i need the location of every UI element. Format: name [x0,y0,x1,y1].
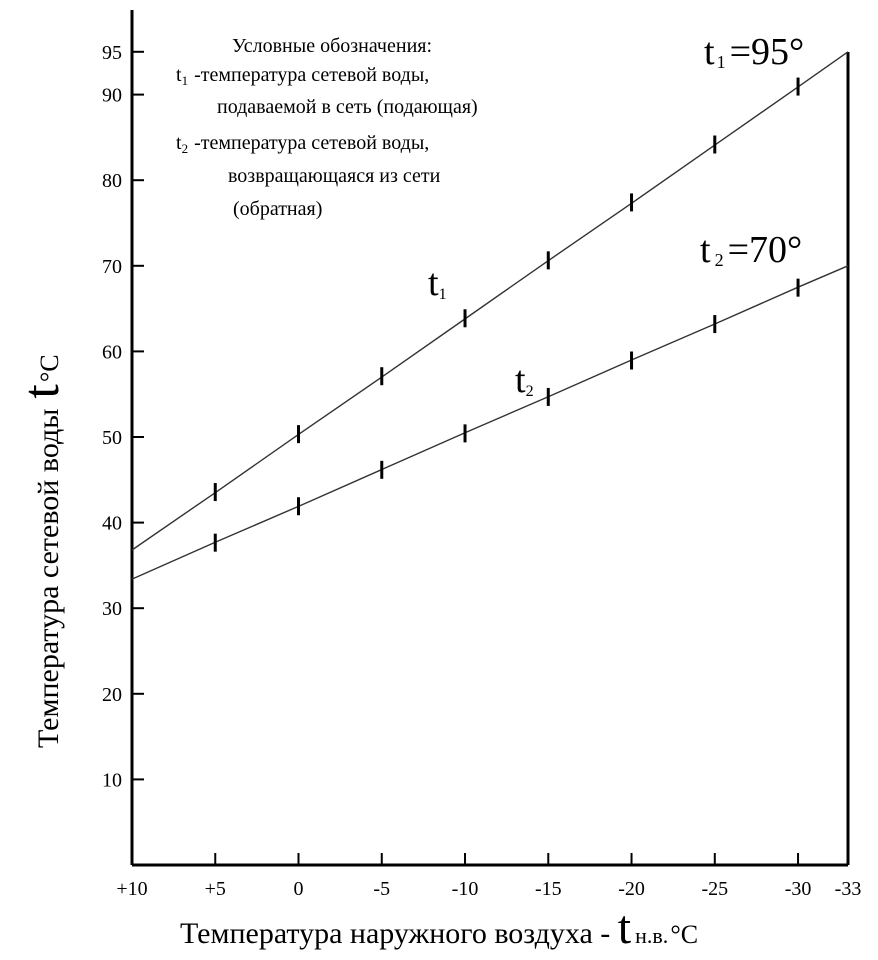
y-tick-label: 95 [102,42,122,64]
series-line-t1 [131,51,849,551]
end-label-t2: t 2 =70° [700,229,802,271]
y-axis-title: Температура сетевой водыt°C [13,354,70,748]
legend-entry-t2-line3: (обратная) [233,198,322,220]
x-tick-label: -15 [535,878,562,900]
x-tick-label: -30 [785,878,812,900]
series-label-t2: t2 [515,359,534,401]
series-layer [131,51,849,580]
x-tick-label: -10 [452,878,479,900]
legend: Условные обозначения: t1 -температура сет… [176,35,478,220]
y-tick-label: 80 [102,170,122,192]
y-tick-label: 30 [102,598,122,620]
legend-entry-t1: t1 -температура сетевой воды, [176,64,429,88]
y-tick-label: 70 [102,256,122,278]
y-tick-label: 90 [102,85,122,107]
legend-entry-t1-line2: подаваемой в сеть (подающая) [217,96,478,118]
y-tick-label: 60 [102,341,122,363]
x-tick-label: 0 [294,878,304,900]
y-tick-label: 40 [102,513,122,535]
series-label-t1: t1 [428,262,447,304]
x-tick-label: -25 [701,878,728,900]
series-line-t2 [131,265,849,580]
y-axis-ticks: 10 20 30 40 50 60 70 80 90 95 [102,42,144,791]
x-tick-label: +5 [205,878,226,900]
x-tick-label: +10 [116,878,147,900]
x-axis-ticks: +10 +5 0 -5 -10 -15 -20 -25 -30 -33 [116,853,861,900]
x-tick-label: -33 [835,878,862,900]
legend-entry-t2-line2: возвращающаяся из сети [228,165,441,187]
x-tick-label: -20 [618,878,645,900]
end-label-t1: t 1 =95° [704,31,804,73]
legend-entry-t2: t2 -температура сетевой воды, [176,132,429,156]
y-tick-label: 10 [102,769,122,791]
x-axis-title: Температура наружного воздуха - t н.в.°C [180,901,698,954]
x-tick-label: -5 [373,878,390,900]
y-tick-label: 20 [102,684,122,706]
y-tick-label: 50 [102,427,122,449]
legend-title: Условные обозначения: [232,35,432,57]
